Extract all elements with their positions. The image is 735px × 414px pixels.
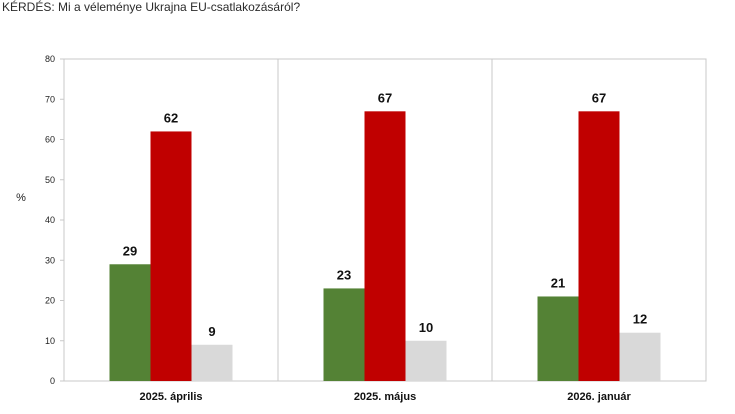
bar — [537, 296, 579, 381]
data-label: 29 — [123, 243, 137, 258]
chart-axes: 0 10 20 30 40 50 60 70 80% — [16, 54, 707, 386]
y-tick-label: 80 — [45, 54, 55, 64]
data-label: 67 — [378, 90, 392, 105]
y-tick-label: 50 — [45, 175, 55, 185]
y-tick-label: 10 — [45, 336, 55, 346]
category-label: 2026. január — [567, 391, 631, 403]
category-label: 2025. április — [140, 391, 203, 403]
data-label: 23 — [337, 267, 351, 282]
data-label: 62 — [164, 110, 178, 125]
chart-labels: 29 62 9 2025. április 23 67 10 2025. május 21 67 1… — [123, 90, 647, 403]
chart-bars — [109, 111, 661, 381]
bar — [109, 264, 151, 381]
bar — [619, 332, 661, 381]
bar — [191, 344, 233, 381]
data-label: 12 — [633, 312, 647, 327]
y-tick-label: 40 — [45, 215, 55, 225]
y-tick-label: 30 — [45, 255, 55, 265]
y-tick-label: 0 — [50, 376, 55, 386]
category-label: 2025. május — [354, 391, 416, 403]
data-label: 21 — [551, 275, 565, 290]
bar — [150, 131, 192, 381]
y-tick-label: 20 — [45, 296, 55, 306]
bar — [405, 340, 447, 381]
data-label: 9 — [208, 324, 215, 339]
data-label: 10 — [419, 320, 433, 335]
bar — [578, 111, 620, 381]
y-tick-label: 60 — [45, 135, 55, 145]
y-tick-label: 70 — [45, 94, 55, 104]
data-label: 67 — [592, 90, 606, 105]
bar — [364, 111, 406, 381]
y-axis-label: % — [16, 192, 26, 204]
question-title: KÉRDÉS: Mi a véleménye Ukrajna EU-csatla… — [2, 0, 301, 14]
bar — [323, 288, 365, 381]
